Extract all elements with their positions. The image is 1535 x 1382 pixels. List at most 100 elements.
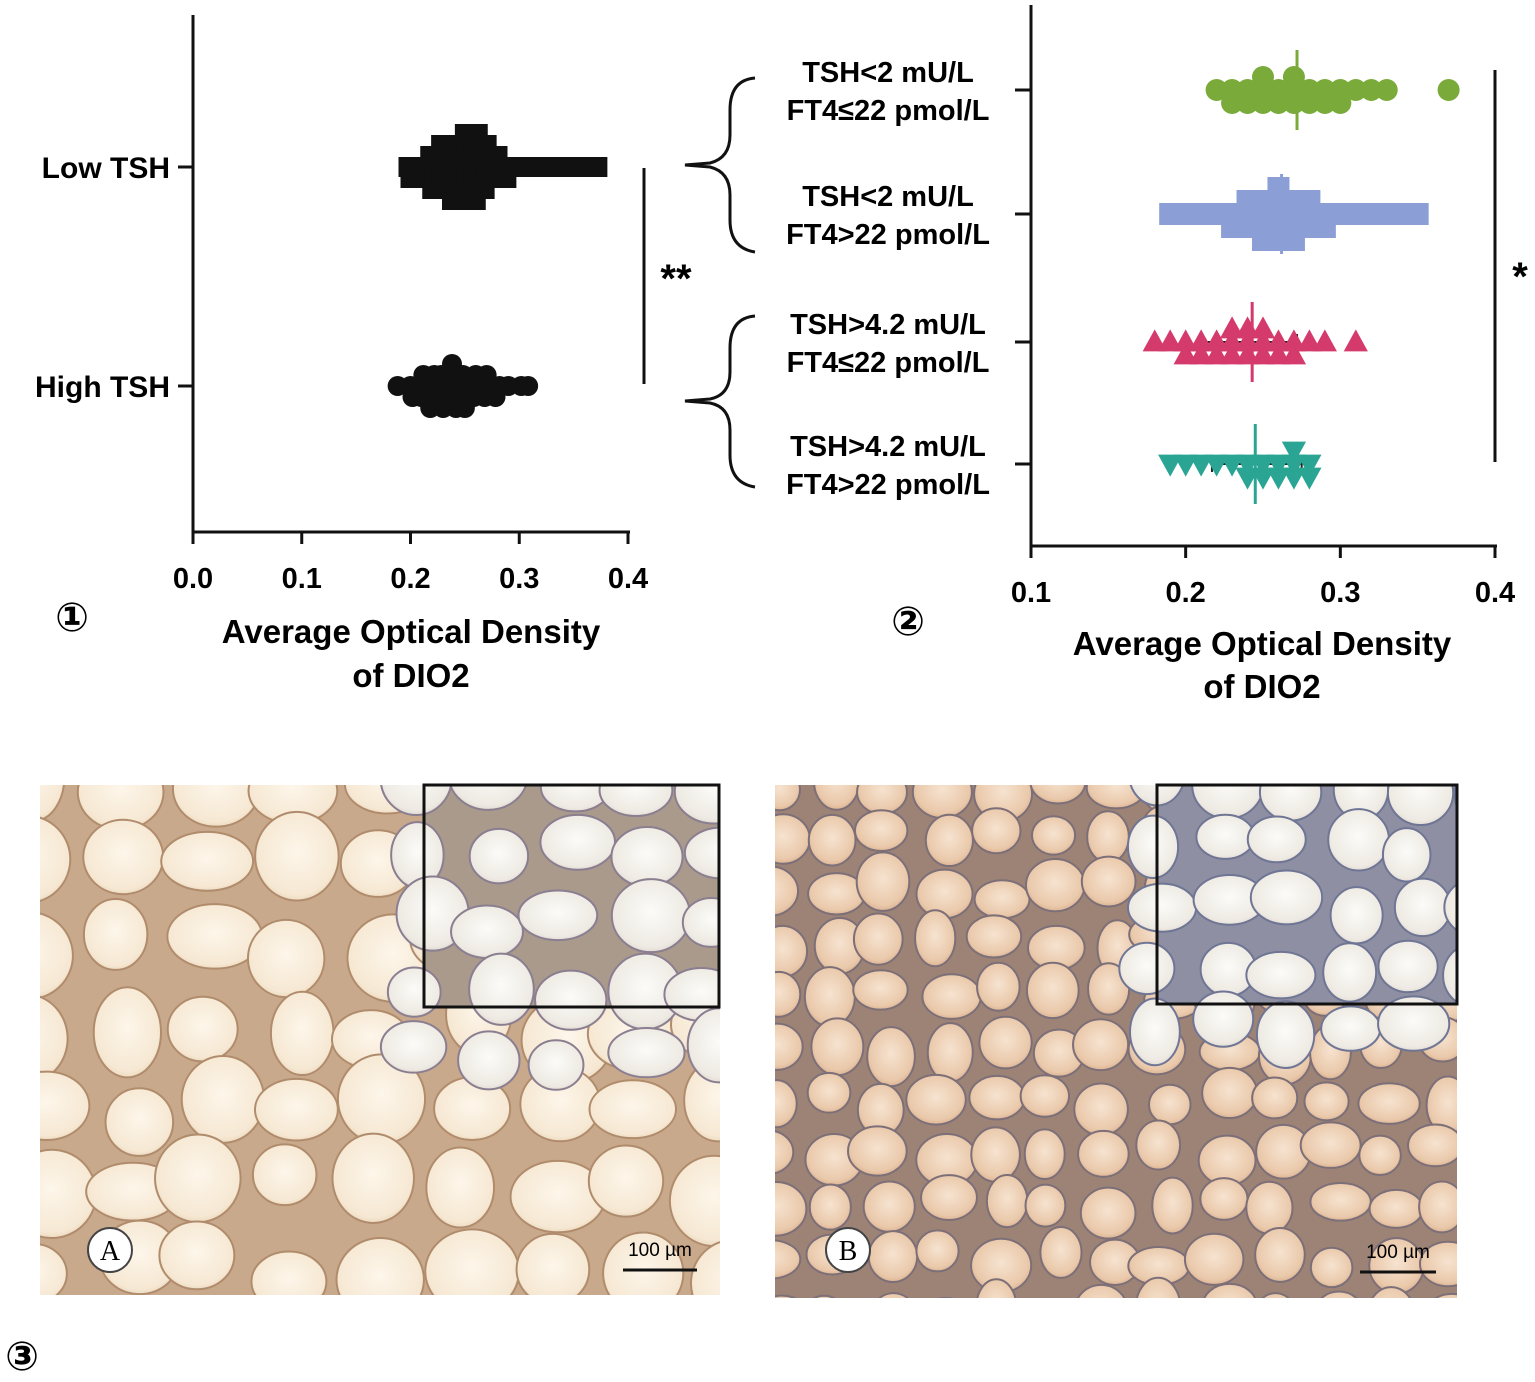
follicle [180,1055,266,1144]
panel2-data-point [1252,66,1274,88]
follicle [254,1314,346,1382]
follicle [587,1144,665,1218]
follicle [104,1087,175,1157]
follicle [775,865,800,917]
follicle [468,952,535,1026]
follicle [847,1125,908,1177]
follicle [1476,866,1525,917]
follicle [813,785,861,811]
follicle [1377,995,1451,1052]
follicle [968,1074,1026,1121]
follicle [1327,808,1390,872]
follicle [1024,1183,1067,1228]
follicle [96,1317,181,1382]
panel2-data-point [1189,342,1214,365]
follicle [1077,1129,1130,1178]
follicle [1329,886,1384,945]
panel2-data-point [1173,454,1198,477]
follicle [1136,1276,1181,1298]
panel2-data-point [1281,454,1307,477]
follicle [40,1243,68,1295]
follicle [1126,882,1198,933]
follicle [1246,815,1307,864]
panel2-category-label-line1: TSH>4.2 mU/L [790,431,986,463]
panel2-data-point [1282,66,1305,88]
follicle [1258,785,1323,822]
follicle [154,1133,242,1224]
follicle [775,1239,802,1280]
panel2-data-point [1219,342,1245,365]
follicle [1322,942,1378,1003]
follicle [810,1017,865,1077]
follicle [424,1228,520,1295]
panel2-data-point [1235,467,1260,490]
follicle [683,826,720,880]
panel2-data-point [1173,329,1198,352]
follicle [171,785,261,828]
micrograph-a [40,785,720,1382]
panel2-data-point [1313,92,1336,114]
panel2-xlabel-line2: of DIO2 [1203,668,1320,705]
panel2-data-point [1205,79,1228,101]
panel2-data-point [1266,329,1291,352]
follicle [40,1148,98,1240]
follicle [1467,963,1522,1019]
panel2-data-point [1406,203,1429,225]
follicle [1407,1123,1457,1168]
panel2-data-point [1250,342,1276,365]
follicle [386,966,442,1018]
follicle [926,1022,974,1083]
follicle [1381,827,1432,883]
follicle [1192,990,1255,1048]
follicle [527,1039,585,1091]
panel2-data-point [1252,92,1274,114]
follicle [251,1143,318,1207]
follicle [808,1183,852,1231]
follicle [775,1022,804,1071]
follicle [668,1154,720,1248]
follicle [253,1077,339,1142]
micrograph-b-label-circle [825,1227,871,1273]
panel2-data-point [1189,329,1214,352]
panel2-data-point [1219,316,1245,339]
follicle [1368,1188,1424,1229]
follicle [40,912,74,999]
follicle [1025,961,1080,1020]
follicle [807,813,857,867]
follicle [1455,848,1457,865]
panel2-data-point [1250,329,1276,352]
follicle [911,785,973,819]
follicle [673,785,720,825]
follicle [806,1071,852,1114]
follicle [379,1020,448,1074]
panel2-xlabel-line1: Average Optical Density [1073,625,1452,662]
panel2-category-label-line2: FT4>22 pmol/L [786,469,990,501]
follicle [1079,1186,1137,1240]
follicle [915,868,974,920]
panel2-data-point [1282,92,1305,114]
follicle [1386,785,1455,827]
follicle [1245,1180,1294,1235]
panel2-data-point [1204,342,1229,365]
panel2-data-point [1235,454,1260,477]
panel2-data-point [1250,316,1276,339]
follicle [965,914,1023,959]
follicle [1482,1186,1531,1245]
follicle [1030,815,1077,856]
follicle [775,1079,798,1129]
follicle [915,1229,960,1273]
follicle [186,1306,254,1371]
follicle [1201,1066,1259,1120]
panel2-category-label-line2: FT4>22 pmol/L [786,219,990,251]
follicle [1195,813,1256,860]
follicle [1199,1177,1249,1221]
panel2-x-tick-label: 0.1 [1011,577,1051,609]
follicle [1357,1082,1421,1125]
follicle [1072,1018,1130,1072]
follicle [663,966,720,1022]
panel2-data-point [1173,342,1198,365]
panel2-data-point [1281,329,1307,352]
follicle [856,785,908,816]
panel2-data-point [1219,329,1245,352]
follicle [1029,785,1087,805]
